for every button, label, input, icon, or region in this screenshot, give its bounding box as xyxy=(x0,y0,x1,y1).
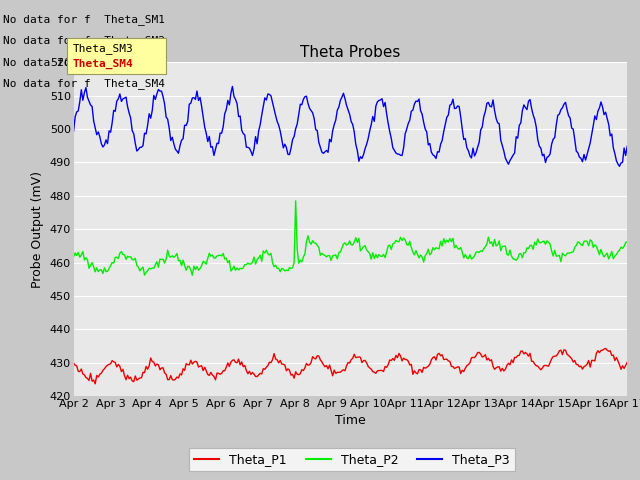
Text: No data for f  Theta_SM3: No data for f Theta_SM3 xyxy=(3,57,165,68)
Y-axis label: Probe Output (mV): Probe Output (mV) xyxy=(31,171,44,288)
Text: No data for f  Theta_SM2: No data for f Theta_SM2 xyxy=(3,35,165,46)
Title: Theta Probes: Theta Probes xyxy=(300,45,401,60)
Text: No data for f  Theta_SM4: No data for f Theta_SM4 xyxy=(3,78,165,89)
X-axis label: Time: Time xyxy=(335,414,366,427)
Text: Theta_SM3: Theta_SM3 xyxy=(72,43,133,54)
Text: Theta_SM4: Theta_SM4 xyxy=(72,59,133,70)
Legend: Theta_P1, Theta_P2, Theta_P3: Theta_P1, Theta_P2, Theta_P3 xyxy=(189,448,515,471)
Text: No data for f  Theta_SM1: No data for f Theta_SM1 xyxy=(3,13,165,24)
